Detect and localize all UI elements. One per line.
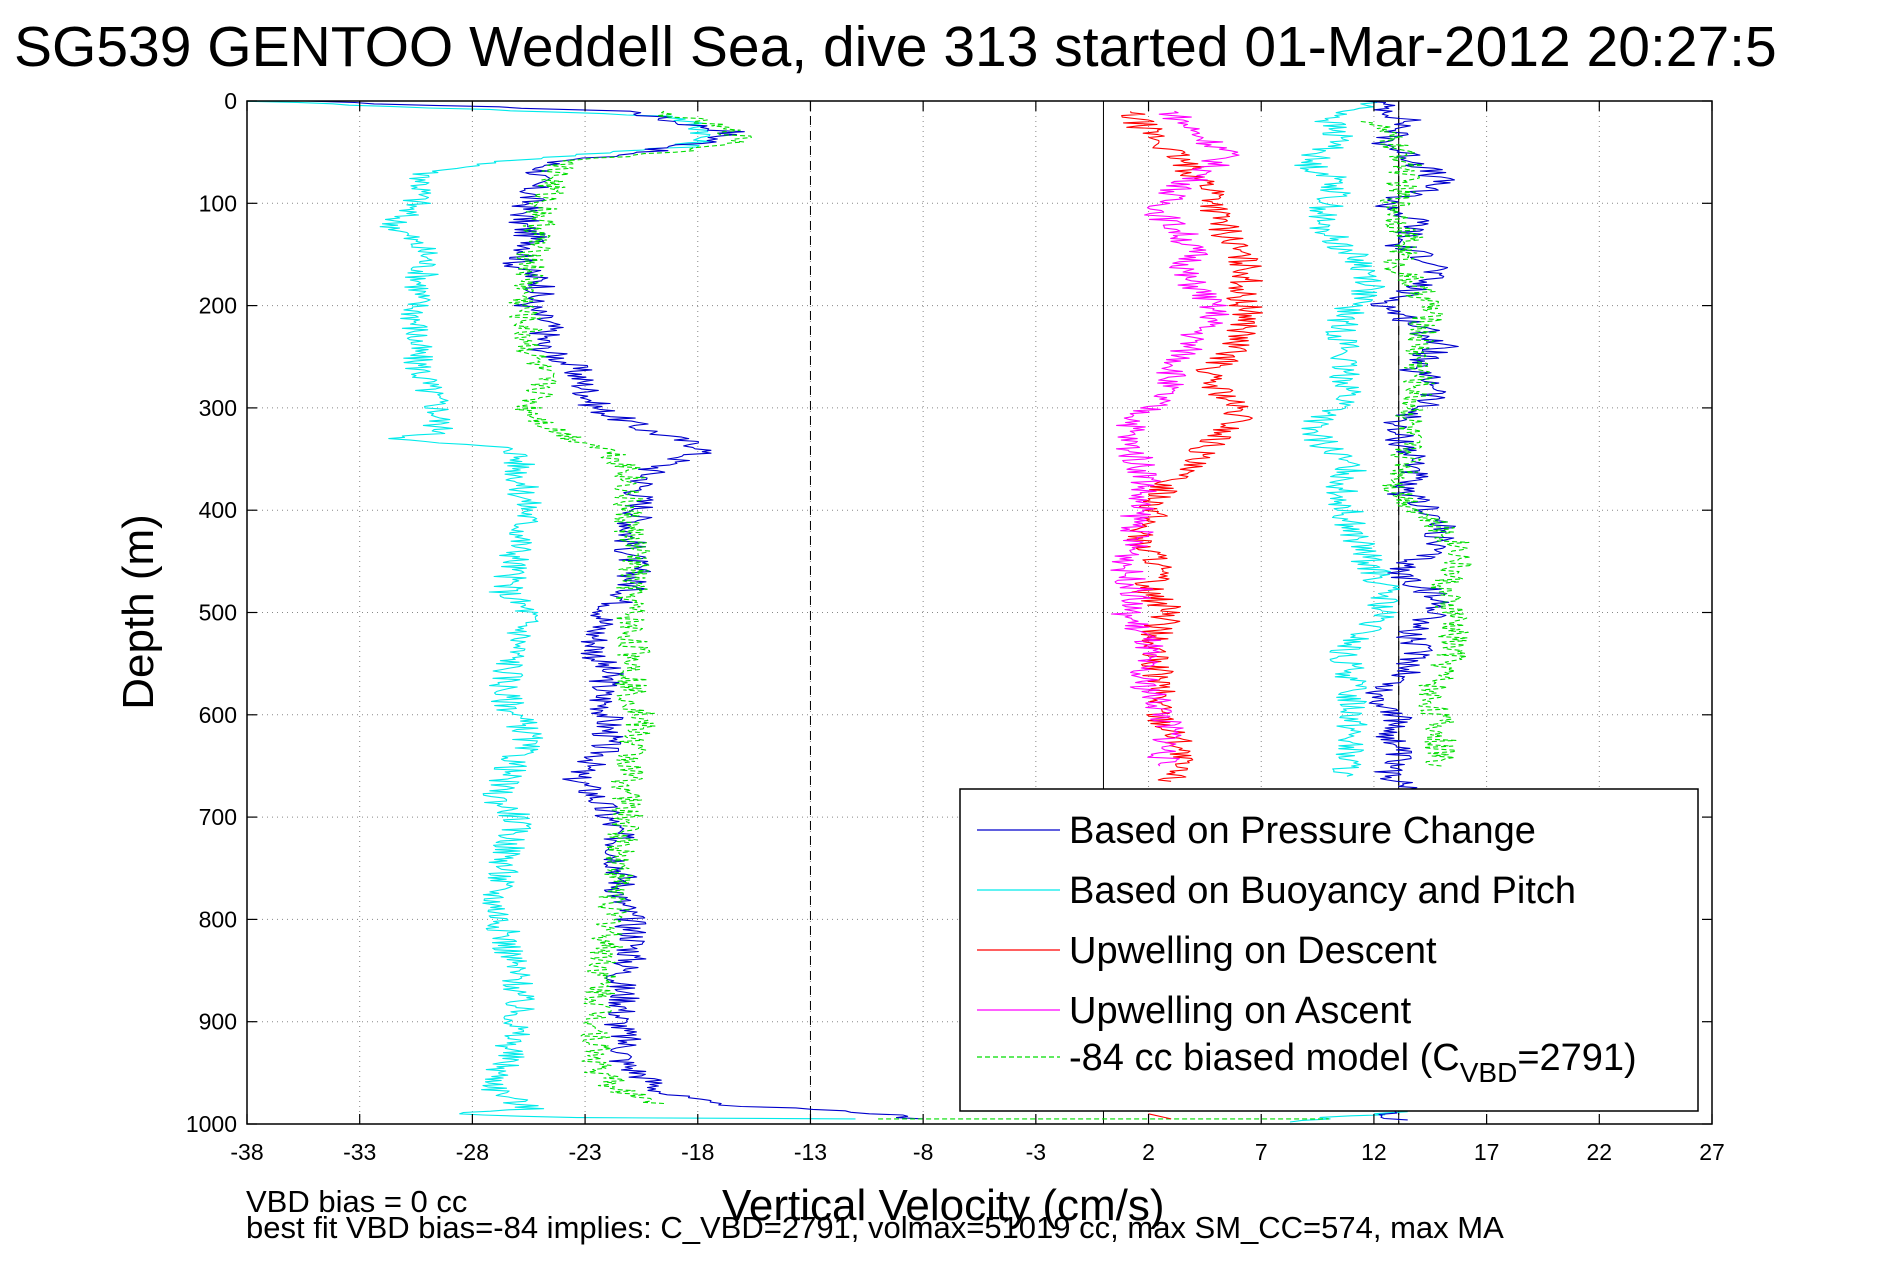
series-line-1 [1378,1111,1408,1121]
y-tick-label: 1000 [186,1111,237,1137]
y-tick-label: 900 [199,1009,237,1035]
y-tick-labels: 0 100 200 300 400 500 600 700 800 900 1000 [186,88,237,1137]
x-tick-label: -8 [913,1139,933,1165]
y-tick-label: 400 [199,497,237,523]
x-tick-label: -3 [1026,1139,1046,1165]
series-line-2 [1294,101,1401,777]
y-tick-label: 800 [199,906,237,932]
x-tick-label: 22 [1587,1139,1613,1165]
series-line-2 [1289,1111,1408,1123]
legend-label-2: Based on Buoyancy and Pitch [1069,870,1576,912]
series-line-3 [1148,1113,1172,1120]
series-group [247,101,1712,1123]
y-tick-label: 0 [224,88,237,114]
x-tick-label: -13 [794,1139,827,1165]
y-axis-label: Depth (m) [114,514,163,710]
x-tick-label: 17 [1474,1139,1500,1165]
y-tick-label: 600 [199,702,237,728]
x-tick-labels: -38 -33 -28 -23 -18 -13 -8 -3 2 7 12 17 22 27 [230,1139,1724,1165]
series-line-5 [1360,120,1473,767]
x-tick-label: -28 [456,1139,489,1165]
x-tick-label: 27 [1699,1139,1725,1165]
series-line-1 [305,101,924,1120]
x-tick-label: 12 [1361,1139,1387,1165]
x-tick-label: -38 [230,1139,263,1165]
x-axis-label: Vertical Velocity (cm/s) [722,1181,1165,1230]
series-line-4 [1110,110,1240,767]
legend-box [959,788,1699,1112]
legend-label-4: Upwelling on Ascent [1069,990,1412,1032]
y-tick-label: 200 [199,293,237,319]
x-tick-label: 2 [1142,1139,1155,1165]
footer-line-2: best fit VBD bias=-84 implies: C_VBD=279… [246,1210,1504,1245]
x-tick-label: -23 [568,1139,601,1165]
axis-ticks [246,100,1713,1125]
y-tick-label: 100 [199,190,237,216]
y-tick-label: 300 [199,395,237,421]
legend-label-3: Upwelling on Descent [1069,930,1437,972]
footer-line-1: VBD bias = 0 cc [246,1184,467,1219]
legend-label-5: -84 cc biased model (CVBD=2791) [1069,1037,1637,1088]
series-line-5 [508,110,752,1105]
series-line-2 [247,101,856,1120]
series-line-3 [1121,111,1264,782]
x-tick-label: -33 [343,1139,376,1165]
x-tick-label: -18 [681,1139,714,1165]
y-tick-label: 500 [199,600,237,626]
x-tick-label: 7 [1255,1139,1268,1165]
legend: Based on Pressure Change Based on Buoyanc… [959,788,1699,1112]
y-tick-label: 700 [199,804,237,830]
chart-title: SG539 GENTOO Weddell Sea, dive 313 start… [14,15,1777,79]
legend-label-1: Based on Pressure Change [1069,810,1536,852]
